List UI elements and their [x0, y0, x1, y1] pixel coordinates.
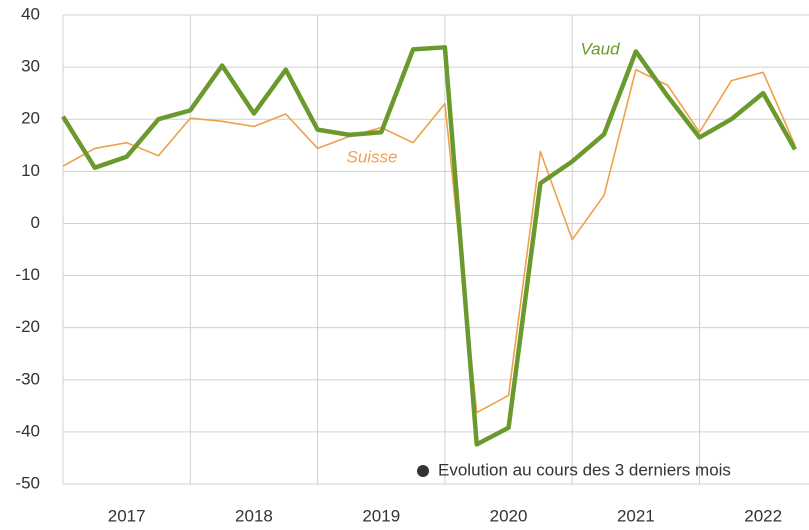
y-tick-label: -20: [15, 317, 40, 336]
note: Evolution au cours des 3 derniers mois: [438, 460, 731, 479]
y-tick-label: -40: [15, 421, 40, 440]
x-tick-label: 2022: [744, 506, 782, 525]
x-tick-label: 2021: [617, 506, 655, 525]
y-tick-label: 30: [21, 57, 40, 76]
note-dot: [417, 465, 429, 477]
y-tick-label: 0: [31, 213, 40, 232]
x-tick-label: 2020: [490, 506, 528, 525]
y-tick-label: 10: [21, 161, 40, 180]
y-tick-label: 40: [21, 4, 40, 23]
y-tick-label: -10: [15, 265, 40, 284]
line-suisse: [62, 68, 796, 414]
x-tick-label: 2017: [108, 506, 146, 525]
line-vaud: [61, 45, 797, 447]
y-tick-label: 20: [21, 109, 40, 128]
series-label: Suisse: [346, 147, 397, 166]
x-tick-label: 2019: [362, 506, 400, 525]
y-tick-label: -50: [15, 473, 40, 492]
y-tick-label: -30: [15, 369, 40, 388]
x-tick-label: 2018: [235, 506, 273, 525]
series-label: Vaud: [580, 39, 620, 58]
